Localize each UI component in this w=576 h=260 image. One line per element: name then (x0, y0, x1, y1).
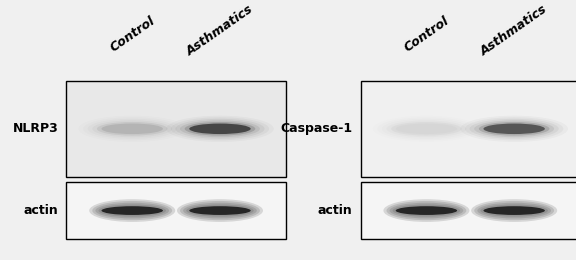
FancyBboxPatch shape (361, 81, 576, 177)
Ellipse shape (480, 204, 548, 217)
Text: Asthmatics: Asthmatics (184, 3, 256, 59)
Ellipse shape (97, 122, 168, 136)
Ellipse shape (384, 199, 469, 222)
Ellipse shape (185, 122, 255, 136)
FancyBboxPatch shape (66, 182, 286, 239)
Ellipse shape (469, 119, 559, 139)
Text: actin: actin (24, 204, 58, 217)
Ellipse shape (177, 199, 263, 222)
Ellipse shape (474, 201, 554, 220)
FancyBboxPatch shape (66, 81, 286, 177)
Ellipse shape (89, 199, 175, 222)
Ellipse shape (101, 124, 163, 134)
Ellipse shape (483, 124, 545, 134)
Ellipse shape (180, 120, 260, 137)
Ellipse shape (101, 206, 163, 215)
Ellipse shape (396, 124, 457, 134)
Ellipse shape (393, 204, 460, 217)
Ellipse shape (483, 206, 545, 215)
Ellipse shape (389, 203, 463, 218)
Text: actin: actin (318, 204, 353, 217)
Ellipse shape (92, 201, 172, 220)
Ellipse shape (176, 119, 264, 139)
Ellipse shape (386, 201, 467, 220)
Ellipse shape (396, 206, 457, 215)
FancyBboxPatch shape (361, 182, 576, 239)
Ellipse shape (478, 203, 551, 218)
Ellipse shape (186, 204, 254, 217)
Text: Control: Control (401, 14, 451, 54)
Text: Asthmatics: Asthmatics (478, 3, 550, 59)
Ellipse shape (479, 122, 550, 136)
Text: Caspase-1: Caspase-1 (281, 122, 353, 135)
Ellipse shape (190, 206, 251, 215)
Text: Control: Control (107, 14, 157, 54)
Text: NLRP3: NLRP3 (13, 122, 58, 135)
Ellipse shape (183, 203, 257, 218)
Ellipse shape (474, 120, 554, 137)
Ellipse shape (98, 204, 166, 217)
Ellipse shape (180, 201, 260, 220)
Ellipse shape (471, 199, 557, 222)
Ellipse shape (190, 124, 251, 134)
Ellipse shape (96, 203, 169, 218)
